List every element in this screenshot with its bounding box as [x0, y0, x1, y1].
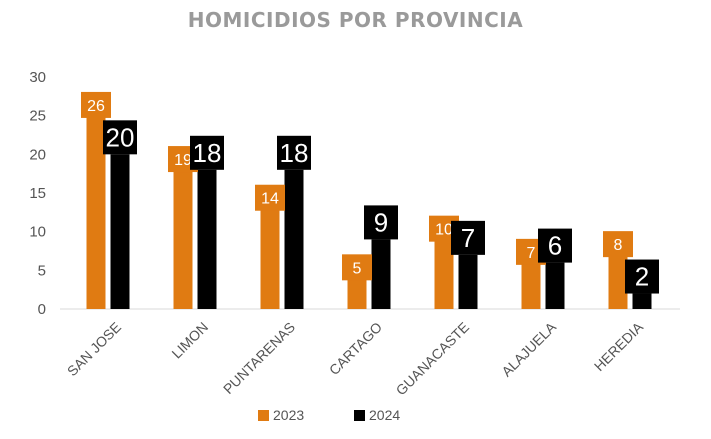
legend-swatch-2023 [258, 410, 269, 421]
y-tick-label: 20 [29, 146, 46, 163]
category-label: GUANACASTE [393, 319, 473, 399]
bar-2023-4 [434, 231, 454, 309]
data-label-box-2024-6 [625, 259, 659, 294]
data-label-2024-4: 7 [461, 223, 475, 253]
data-label-2024-1: 18 [193, 138, 222, 168]
bar-2023-1 [173, 162, 193, 309]
bar-2024-4 [458, 254, 478, 309]
data-label-box-2023-3 [342, 254, 372, 281]
data-label-box-2023-2 [255, 184, 285, 211]
bar-2023-6 [608, 247, 628, 309]
y-tick-label: 25 [29, 108, 46, 125]
data-label-box-2024-2 [277, 135, 311, 170]
legend-label-2024: 2024 [369, 407, 400, 423]
data-label-2023-3: 5 [353, 260, 362, 277]
bar-2024-5 [545, 262, 565, 309]
category-label: LIMON [168, 319, 211, 362]
y-tick-label: 10 [29, 224, 46, 241]
category-label: CARTAGO [326, 319, 385, 378]
data-label-box-2024-4 [451, 220, 485, 255]
data-label-box-2023-6 [603, 231, 633, 258]
data-label-2024-5: 6 [548, 231, 562, 261]
chart-title: HOMICIDIOS POR PROVINCIA [187, 8, 524, 32]
y-tick-label: 5 [38, 262, 46, 279]
data-label-box-2024-5 [538, 228, 572, 263]
category-labels: SAN JOSE LIMON PUNTARENAS CARTAGO GUANACASTE… [64, 318, 647, 398]
category-label: PUNTARENAS [220, 319, 298, 397]
legend-swatch-2024 [354, 410, 365, 421]
bar-2024-2 [284, 169, 304, 309]
data-label-2024-3: 9 [374, 207, 388, 237]
bar-2024-0 [110, 154, 130, 309]
y-tick-label: 15 [29, 185, 46, 202]
bar-2024-3 [371, 239, 391, 309]
category-label: SAN JOSE [64, 319, 124, 379]
data-label-2023-1: 19 [174, 152, 192, 169]
bar-2023-2 [260, 200, 280, 309]
category-label: ALAJUELA [498, 318, 559, 379]
data-label-2024-0: 20 [106, 122, 135, 152]
data-label-box-2024-3 [364, 205, 398, 240]
data-label-box-2023-0 [81, 91, 111, 118]
bar-2024-1 [197, 169, 217, 309]
legend: 2023 2024 [258, 407, 400, 423]
bar-2024-6 [632, 293, 652, 309]
data-label-2023-0: 26 [87, 98, 105, 115]
data-label-2024-2: 18 [280, 138, 309, 168]
data-label-box-2024-1 [190, 135, 224, 170]
category-label: HEREDIA [591, 318, 647, 374]
data-label-2023-5: 7 [527, 245, 536, 262]
data-label-2023-4: 10 [435, 222, 453, 239]
data-label-2023-6: 8 [614, 237, 623, 254]
y-tick-label: 30 [29, 69, 46, 86]
data-label-box-2024-0 [103, 120, 137, 155]
bar-2023-5 [521, 254, 541, 309]
y-tick-label: 0 [38, 301, 46, 318]
y-axis-ticks: 0 5 10 15 20 25 30 [29, 69, 46, 318]
legend-label-2023: 2023 [273, 407, 304, 423]
bars [86, 107, 652, 309]
bar-2023-0 [86, 107, 106, 309]
data-label-2024-6: 2 [635, 262, 649, 292]
data-label-2023-2: 14 [261, 191, 279, 208]
